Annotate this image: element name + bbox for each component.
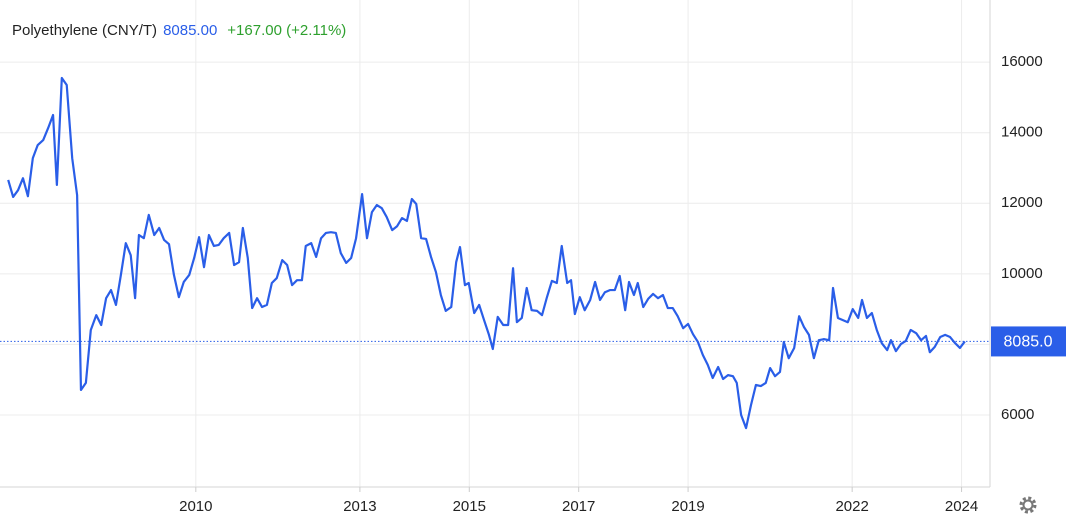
x-tick-label: 2013	[343, 498, 376, 515]
y-tick-label: 10000	[1001, 265, 1043, 282]
y-tick-label: 6000	[1001, 406, 1034, 423]
x-tick-label: 2015	[453, 498, 486, 515]
x-tick-label: 2017	[562, 498, 595, 515]
current-value-box	[991, 326, 1066, 357]
y-tick-label: 16000	[1001, 53, 1043, 70]
gear-ring	[1022, 499, 1034, 511]
grid	[0, 0, 990, 487]
x-tick-label: 2024	[945, 498, 978, 515]
y-tick-label: 12000	[1001, 194, 1043, 211]
x-tick-label: 2019	[671, 498, 704, 515]
current-value-label: 8085.0	[1004, 334, 1053, 351]
x-tick-label: 2010	[179, 498, 212, 515]
price: 8085.00	[163, 22, 217, 39]
price-change: +167.00 (+2.11%)	[227, 22, 346, 39]
gear-teeth	[1019, 496, 1037, 514]
chart-title: Polyethylene (CNY/T)	[12, 22, 157, 39]
x-tick-label: 2022	[835, 498, 868, 515]
settings-button[interactable]	[1019, 496, 1037, 514]
y-tick-label: 14000	[1001, 124, 1043, 141]
price-line	[7, 76, 966, 430]
